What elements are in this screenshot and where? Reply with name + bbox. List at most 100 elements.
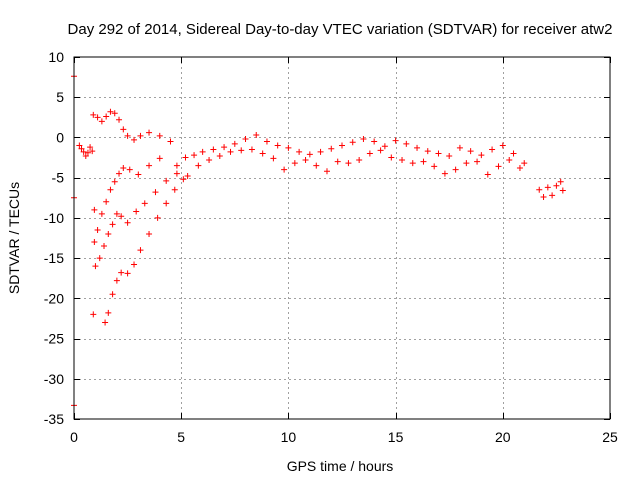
data-point bbox=[306, 151, 313, 158]
y-tick-label: -5 bbox=[52, 170, 65, 186]
data-point bbox=[180, 176, 187, 183]
data-point bbox=[506, 156, 513, 163]
data-point bbox=[113, 277, 120, 284]
data-point bbox=[111, 178, 118, 185]
data-point bbox=[89, 148, 96, 155]
data-point bbox=[323, 168, 330, 175]
data-point bbox=[101, 243, 108, 250]
data-point bbox=[553, 182, 560, 189]
data-point bbox=[90, 111, 97, 118]
data-point bbox=[420, 158, 427, 165]
data-point bbox=[173, 170, 180, 177]
data-point bbox=[414, 144, 421, 151]
data-point bbox=[167, 138, 174, 145]
data-point bbox=[489, 146, 496, 153]
data-point bbox=[103, 113, 110, 120]
data-point bbox=[107, 186, 114, 193]
data-point bbox=[328, 145, 335, 152]
data-point bbox=[253, 132, 260, 139]
data-point bbox=[76, 142, 83, 149]
grid-layer bbox=[74, 57, 610, 419]
y-tick-label: -15 bbox=[44, 250, 64, 266]
data-point bbox=[98, 118, 105, 125]
data-point bbox=[544, 184, 551, 191]
data-point bbox=[118, 269, 125, 276]
data-point bbox=[452, 166, 459, 173]
data-point bbox=[96, 255, 103, 262]
data-point bbox=[349, 139, 356, 146]
data-point bbox=[456, 144, 463, 151]
data-point bbox=[403, 140, 410, 147]
data-point bbox=[109, 221, 116, 228]
data-point bbox=[124, 270, 131, 277]
data-point bbox=[146, 129, 153, 136]
data-point bbox=[131, 261, 138, 268]
data-point bbox=[409, 160, 416, 167]
data-point bbox=[120, 126, 127, 133]
data-point bbox=[478, 152, 485, 159]
data-point bbox=[360, 136, 367, 143]
data-point bbox=[210, 146, 217, 153]
data-point bbox=[441, 170, 448, 177]
y-tick-label: 0 bbox=[56, 129, 64, 145]
data-point bbox=[495, 163, 502, 170]
data-point bbox=[317, 148, 324, 155]
data-point bbox=[116, 116, 123, 123]
data-point bbox=[206, 156, 213, 163]
x-tick-label: 20 bbox=[495, 429, 511, 445]
data-point bbox=[510, 150, 517, 157]
data-point bbox=[146, 230, 153, 237]
data-point bbox=[334, 158, 341, 165]
data-point bbox=[248, 146, 255, 153]
data-point bbox=[118, 213, 125, 220]
data-point bbox=[424, 148, 431, 155]
data-point bbox=[163, 177, 170, 184]
data-point bbox=[557, 178, 564, 185]
data-point bbox=[92, 263, 99, 270]
data-point bbox=[184, 173, 191, 180]
data-point bbox=[82, 152, 89, 159]
data-point bbox=[285, 144, 292, 151]
data-point bbox=[173, 162, 180, 169]
data-point bbox=[446, 152, 453, 159]
data-point bbox=[216, 152, 223, 159]
data-point bbox=[313, 162, 320, 169]
marker-layer bbox=[71, 73, 566, 409]
data-point bbox=[270, 155, 277, 162]
data-point bbox=[291, 160, 298, 167]
data-point bbox=[345, 160, 352, 167]
data-point bbox=[199, 148, 206, 155]
data-point bbox=[154, 214, 161, 221]
data-point bbox=[133, 208, 140, 215]
data-point bbox=[137, 132, 144, 139]
y-tick-label: -25 bbox=[44, 331, 64, 347]
data-point bbox=[381, 143, 388, 150]
series-lower-band bbox=[184, 146, 523, 180]
y-tick-label: -35 bbox=[44, 411, 64, 427]
data-point bbox=[499, 142, 506, 149]
data-point bbox=[87, 144, 94, 151]
data-point bbox=[274, 142, 281, 149]
x-tick-label: 15 bbox=[388, 429, 404, 445]
series-arc-2 bbox=[91, 155, 163, 246]
data-point bbox=[103, 198, 110, 205]
y-tick-label: 5 bbox=[56, 89, 64, 105]
data-point bbox=[392, 137, 399, 144]
data-point bbox=[238, 147, 245, 154]
chart-title: Day 292 of 2014, Sidereal Day-to-day VTE… bbox=[68, 21, 613, 38]
series-arc-3 bbox=[92, 170, 180, 270]
data-point bbox=[536, 186, 543, 193]
data-point bbox=[263, 138, 270, 145]
data-point bbox=[484, 171, 491, 178]
y-axis-title: SDTVAR / TECUs bbox=[6, 182, 22, 294]
x-tick-label: 10 bbox=[281, 429, 297, 445]
data-point bbox=[339, 142, 345, 149]
data-point bbox=[111, 110, 118, 117]
data-point bbox=[109, 291, 116, 298]
series-late-cluster bbox=[536, 178, 566, 200]
plot-frame bbox=[73, 56, 611, 420]
data-point bbox=[302, 156, 309, 163]
x-tick-label: 5 bbox=[177, 429, 185, 445]
data-point bbox=[549, 192, 556, 199]
